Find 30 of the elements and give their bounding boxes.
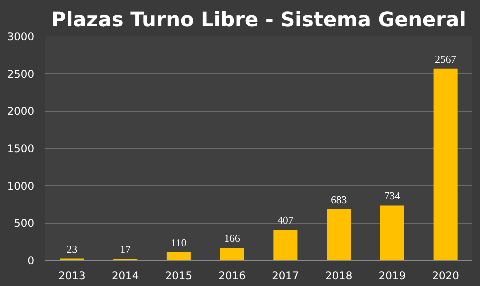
y-tick-label: 2500 xyxy=(7,68,35,81)
data-label: 166 xyxy=(224,234,241,246)
x-tick-label: 2020 xyxy=(432,270,460,282)
y-tick-label: 0 xyxy=(28,254,35,268)
bar xyxy=(327,210,352,260)
x-tick-label: 2015 xyxy=(165,270,193,282)
data-label: 110 xyxy=(171,238,187,250)
data-label: 17 xyxy=(120,245,132,256)
x-tick-label: 2019 xyxy=(378,270,406,282)
data-label: 2567 xyxy=(435,54,458,66)
bar xyxy=(434,68,458,260)
data-label: 683 xyxy=(331,196,348,207)
y-tick-label: 500 xyxy=(14,217,35,230)
y-tick-label: 1500 xyxy=(7,142,35,156)
data-label: 734 xyxy=(384,192,402,203)
data-label: 23 xyxy=(66,244,78,256)
bar xyxy=(274,230,298,260)
x-tick-label: 2016 xyxy=(218,270,246,282)
x-tick-label: 2017 xyxy=(272,270,300,282)
x-tick-label: 2018 xyxy=(326,270,353,282)
x-tick-label: 2014 xyxy=(112,270,140,282)
y-tick-label: 1000 xyxy=(7,180,35,193)
bar xyxy=(220,248,244,260)
y-tick-label: 2000 xyxy=(7,105,35,118)
bar xyxy=(380,206,404,260)
bar xyxy=(166,252,191,260)
data-label: 407 xyxy=(278,216,294,228)
chart-title: Plazas Turno Libre - Sistema General xyxy=(52,8,466,32)
y-tick-label: 3000 xyxy=(7,30,35,44)
x-tick-label: 2013 xyxy=(58,270,86,282)
